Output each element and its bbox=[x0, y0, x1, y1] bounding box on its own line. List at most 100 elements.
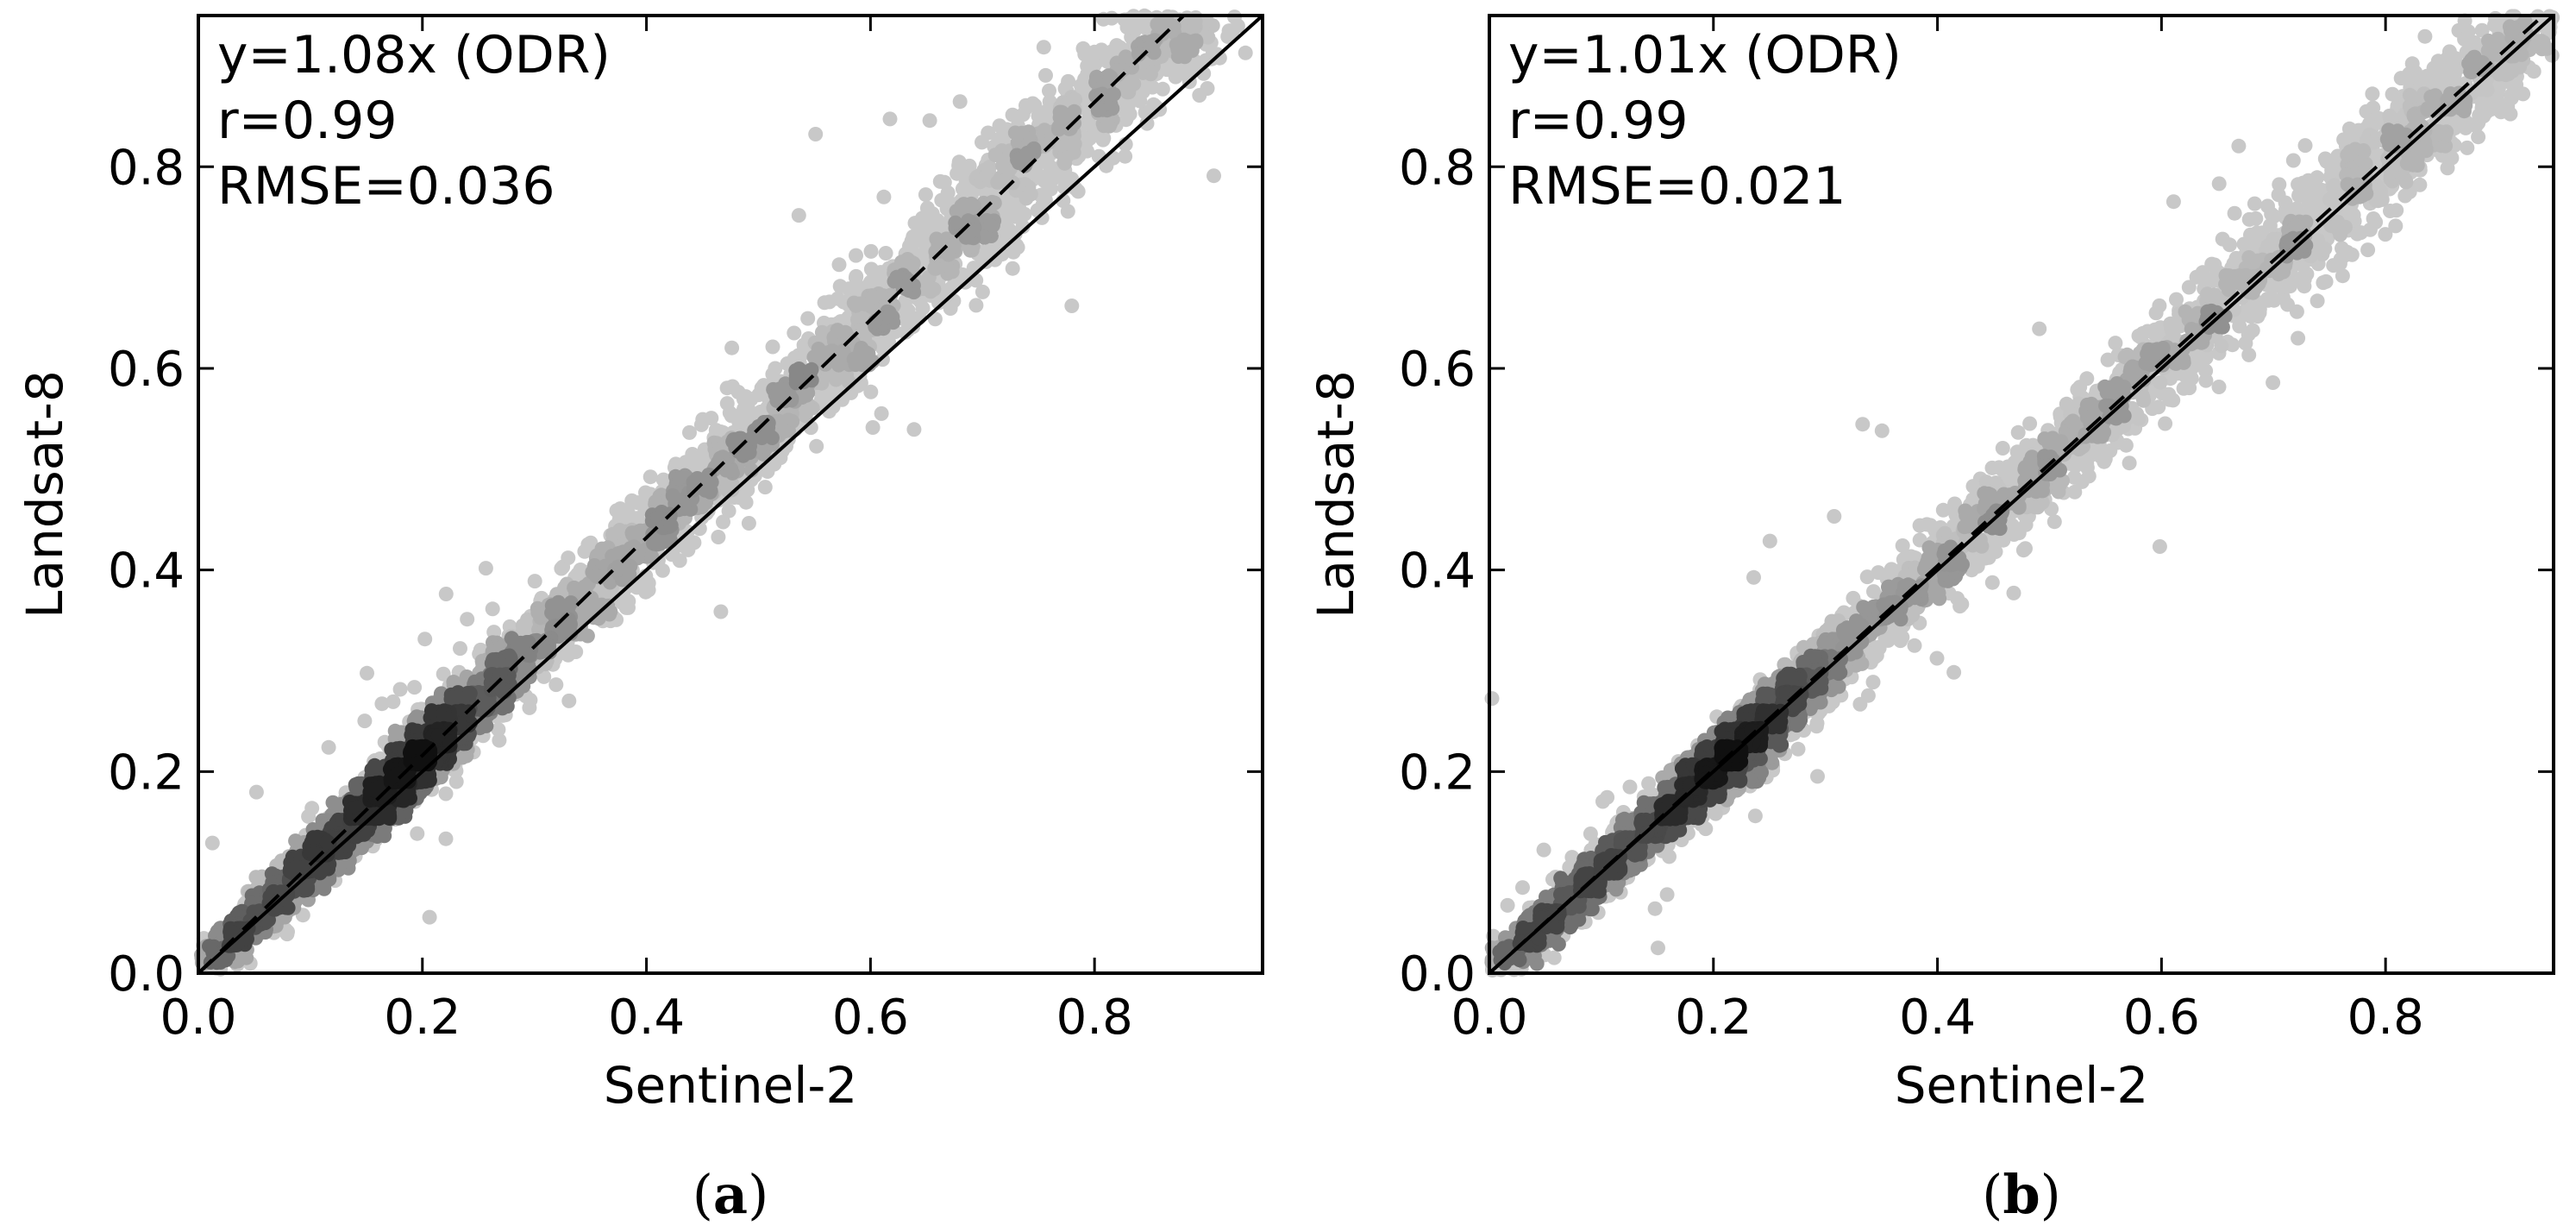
density-point bbox=[301, 808, 317, 824]
density-point bbox=[768, 361, 783, 376]
density-point bbox=[410, 826, 425, 841]
density-point bbox=[757, 480, 773, 495]
density-point bbox=[952, 94, 968, 110]
density-point bbox=[678, 455, 693, 470]
density-point bbox=[492, 732, 507, 748]
panel-a-x-tick-label: 0.2 bbox=[384, 990, 461, 1046]
density-point bbox=[919, 200, 935, 216]
density-point bbox=[849, 268, 864, 284]
panel-a-annotation-fit: y=1.08x (ODR) bbox=[217, 25, 611, 85]
density-point bbox=[838, 312, 854, 328]
density-point bbox=[357, 713, 373, 729]
density-point bbox=[374, 696, 390, 712]
density-point bbox=[1212, 50, 1227, 66]
density-point bbox=[898, 324, 913, 340]
density-point bbox=[904, 240, 918, 255]
density-point bbox=[491, 722, 506, 738]
density-point bbox=[975, 284, 990, 299]
density-point bbox=[460, 612, 475, 627]
density-point bbox=[407, 680, 423, 695]
density-point bbox=[605, 526, 620, 542]
density-point bbox=[630, 511, 645, 526]
density-point bbox=[922, 113, 937, 129]
density-point bbox=[1139, 116, 1155, 131]
density-point bbox=[859, 351, 874, 367]
panel-a-y-tick-label: 0.0 bbox=[108, 946, 185, 1003]
density-point bbox=[638, 485, 653, 500]
density-point bbox=[713, 604, 729, 619]
density-point bbox=[422, 909, 437, 925]
density-point bbox=[1010, 152, 1025, 167]
density-point bbox=[893, 255, 909, 270]
panel-a-x-axis-label: Sentinel-2 bbox=[604, 1056, 858, 1115]
density-point bbox=[787, 325, 802, 341]
density-point bbox=[1207, 168, 1221, 184]
density-point bbox=[663, 518, 679, 533]
density-point bbox=[1005, 107, 1020, 123]
density-point bbox=[1132, 93, 1148, 109]
density-point bbox=[609, 503, 624, 519]
density-point bbox=[1150, 16, 1165, 32]
density-point bbox=[863, 384, 879, 399]
density-point bbox=[1018, 191, 1034, 206]
density-point bbox=[321, 739, 336, 755]
density-point bbox=[925, 212, 941, 228]
density-point bbox=[882, 111, 898, 127]
density-point bbox=[580, 628, 595, 644]
density-point bbox=[881, 334, 896, 349]
density-point bbox=[932, 173, 948, 189]
density-point bbox=[741, 516, 756, 531]
density-point bbox=[836, 294, 851, 310]
density-point bbox=[928, 261, 943, 276]
density-point bbox=[1100, 116, 1115, 132]
density-point bbox=[1118, 148, 1133, 164]
density-point bbox=[1096, 130, 1112, 146]
density-point bbox=[1087, 58, 1102, 73]
density-point bbox=[863, 243, 879, 259]
panel-a-y-axis-label: Landsat-8 bbox=[16, 370, 74, 619]
density-point bbox=[527, 574, 542, 589]
density-point bbox=[655, 563, 670, 578]
density-point bbox=[478, 561, 493, 576]
density-point bbox=[392, 682, 408, 697]
density-point bbox=[878, 246, 893, 261]
density-point bbox=[561, 693, 577, 708]
density-point bbox=[889, 273, 905, 289]
density-point bbox=[724, 379, 740, 394]
density-point bbox=[561, 647, 576, 663]
panel-a-y-tick-label: 0.4 bbox=[108, 544, 185, 600]
density-point bbox=[630, 495, 645, 511]
density-point bbox=[944, 264, 960, 280]
density-point bbox=[841, 281, 856, 297]
panel-a-label-open: ( bbox=[693, 1163, 713, 1226]
panel-a-y-tick-label: 0.6 bbox=[108, 342, 185, 398]
density-point bbox=[385, 694, 401, 709]
density-point bbox=[704, 411, 719, 426]
density-point bbox=[1043, 181, 1058, 197]
density-point bbox=[417, 632, 433, 647]
density-point bbox=[721, 503, 736, 519]
density-point bbox=[1169, 37, 1184, 53]
density-point bbox=[862, 274, 878, 290]
density-point bbox=[1119, 20, 1135, 35]
density-point bbox=[765, 339, 780, 355]
panel-a-x-tick-labels: 0.0 0.2 0.4 0.6 0.8 bbox=[160, 990, 1132, 1046]
density-point bbox=[817, 295, 832, 311]
density-point bbox=[436, 666, 451, 682]
density-point bbox=[223, 924, 238, 940]
density-point bbox=[289, 859, 304, 875]
density-point bbox=[367, 757, 382, 773]
panel-a-y-tick-labels: 0.0 0.2 0.4 0.6 0.8 bbox=[108, 140, 185, 1003]
density-point bbox=[1031, 108, 1046, 123]
density-point bbox=[849, 248, 863, 263]
density-point bbox=[430, 728, 446, 744]
density-point bbox=[809, 438, 824, 454]
density-point bbox=[1106, 86, 1121, 102]
density-point bbox=[831, 257, 847, 273]
density-point bbox=[1126, 76, 1142, 91]
density-point bbox=[438, 786, 454, 801]
density-point bbox=[852, 296, 868, 311]
density-point bbox=[554, 561, 569, 576]
density-point bbox=[682, 424, 697, 440]
